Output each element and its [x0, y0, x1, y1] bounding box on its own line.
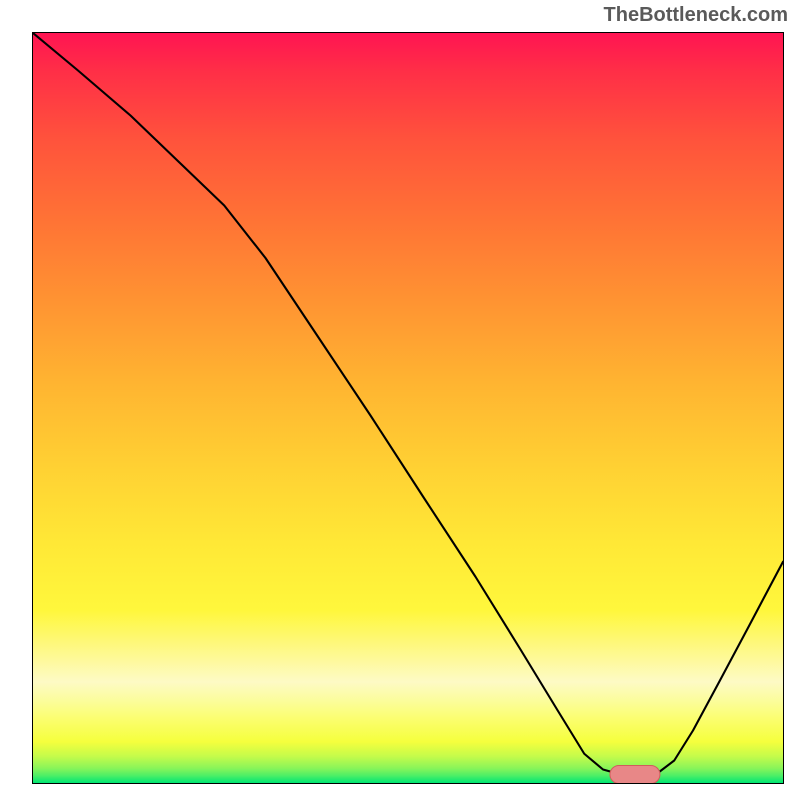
minimum-marker	[609, 765, 660, 783]
chart-container: TheBottleneck.com	[0, 0, 800, 800]
watermark-text: TheBottleneck.com	[604, 4, 788, 27]
curve-svg	[33, 33, 783, 783]
plot-area	[32, 32, 784, 784]
curve-path	[33, 33, 783, 775]
